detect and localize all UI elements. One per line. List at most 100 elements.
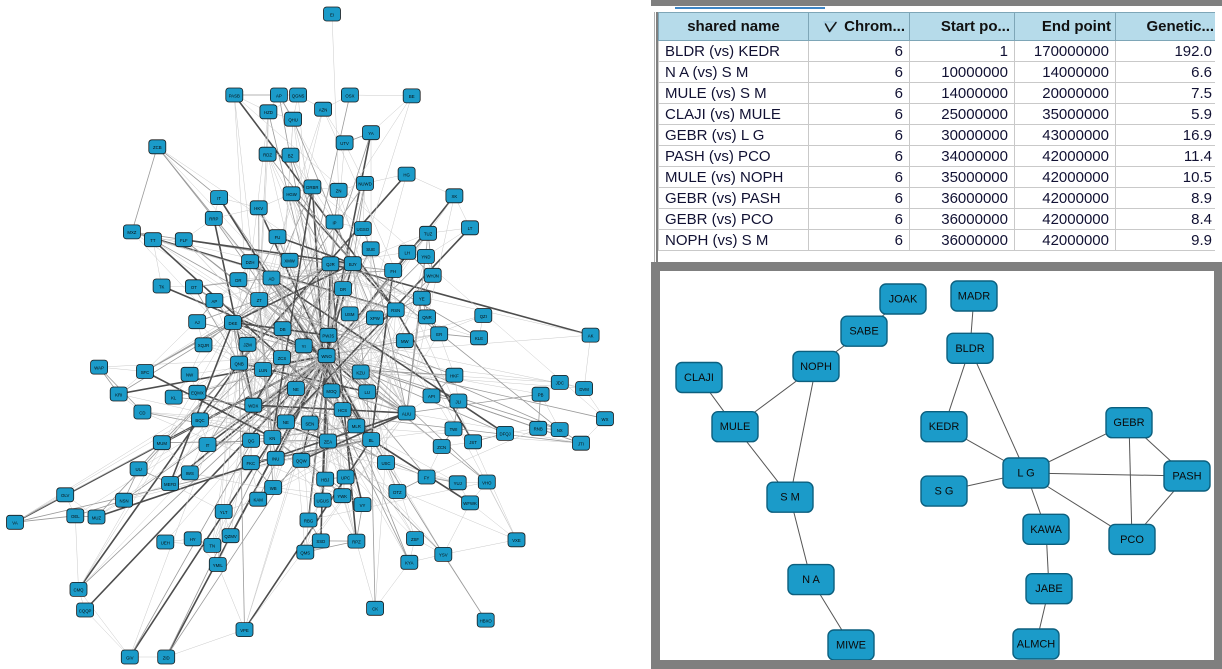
svg-text:TT: TT [150, 238, 156, 243]
svg-text:INU: INU [272, 457, 279, 462]
svg-text:WHJN: WHJN [426, 274, 438, 279]
svg-text:KYA: KYA [405, 561, 413, 566]
svg-text:TK: TK [159, 284, 165, 289]
svg-text:YWK: YWK [337, 494, 347, 499]
svg-text:AZN: AZN [319, 108, 328, 113]
svg-text:HKF: HKF [450, 374, 459, 379]
svg-text:L G: L G [1017, 468, 1034, 480]
svg-text:OEL: OEL [71, 514, 80, 519]
svg-text:BLDR: BLDR [955, 343, 984, 355]
svg-text:ZCS: ZCS [278, 356, 287, 361]
svg-text:IT: IT [206, 443, 210, 448]
svg-text:DFQJ: DFQJ [499, 432, 510, 437]
svg-text:XQJR: XQJR [198, 343, 209, 348]
svg-text:UU: UU [135, 467, 141, 472]
svg-text:ZN: ZN [336, 189, 342, 194]
svg-text:WAP: WAP [94, 365, 104, 370]
svg-text:CK: CK [372, 607, 378, 612]
svg-text:AK: AK [588, 333, 594, 338]
svg-text:MLR: MLR [352, 424, 361, 429]
svg-text:AD: AD [269, 276, 275, 281]
svg-text:DTZ: DTZ [393, 490, 402, 495]
svg-text:RNB: RNB [534, 427, 543, 432]
svg-text:RBG: RBG [304, 518, 314, 523]
svg-text:VHO: VHO [482, 480, 492, 485]
svg-text:HGW: HGW [286, 192, 297, 197]
svg-text:NE: NE [283, 420, 289, 425]
svg-text:FU: FU [275, 235, 281, 240]
svg-text:WB: WB [270, 486, 277, 491]
svg-text:YI: YI [302, 344, 306, 349]
svg-text:DRBR: DRBR [306, 185, 318, 190]
svg-text:QJR: QJR [326, 262, 335, 267]
svg-text:SEN: SEN [305, 421, 314, 426]
svg-text:LU: LU [364, 390, 370, 395]
svg-text:JTI: JTI [578, 442, 584, 447]
svg-text:IT: IT [217, 196, 221, 201]
svg-text:MEFD: MEFD [164, 482, 176, 487]
svg-text:HBJ: HBJ [321, 477, 329, 482]
svg-text:ZCB: ZCB [153, 145, 162, 150]
svg-text:RSN: RSN [391, 308, 400, 313]
svg-text:USM: USM [345, 312, 355, 317]
svg-text:YND: YND [421, 255, 430, 260]
svg-text:HBXO: HBXO [480, 618, 493, 623]
svg-text:KEDR: KEDR [929, 421, 960, 433]
svg-text:ZCN: ZCN [437, 445, 446, 450]
svg-text:DR: DR [235, 278, 241, 283]
svg-text:BE: BE [409, 94, 415, 99]
svg-text:ALMCH: ALMCH [1017, 639, 1056, 651]
svg-text:DR: DR [340, 287, 346, 292]
svg-text:MUZ: MUZ [92, 515, 102, 520]
svg-text:ZSF: ZSF [411, 537, 419, 542]
svg-text:QZI: QZI [480, 314, 487, 319]
svg-text:MIWE: MIWE [836, 640, 866, 652]
svg-text:QMS: QMS [300, 550, 310, 555]
svg-text:UEH: UEH [161, 540, 170, 545]
svg-text:DB: DB [280, 327, 286, 332]
svg-text:S G: S G [935, 486, 954, 498]
svg-text:SSD: SSD [316, 539, 325, 544]
svg-text:VPE: VPE [240, 628, 249, 633]
svg-text:SABE: SABE [849, 326, 878, 338]
svg-text:KAWA: KAWA [1030, 524, 1062, 536]
svg-text:VXE: VXE [512, 538, 521, 543]
svg-text:UPC: UPC [341, 475, 350, 480]
svg-text:HZD: HZD [264, 110, 273, 115]
svg-text:KRI: KRI [115, 392, 122, 397]
svg-text:IP: IP [332, 220, 336, 225]
svg-text:YMIL: YMIL [213, 563, 224, 568]
svg-text:KZU: KZU [356, 370, 365, 375]
svg-text:JDC: JDC [556, 381, 564, 386]
svg-text:BL: BL [369, 438, 375, 443]
svg-text:QNB: QNB [234, 361, 243, 366]
svg-text:ALIU: ALIU [402, 411, 412, 416]
svg-text:NSN: NSN [120, 499, 129, 504]
svg-text:ZID: ZID [163, 655, 170, 660]
svg-text:PB: PB [538, 393, 544, 398]
svg-text:YSV: YSV [439, 553, 448, 558]
svg-text:PWJS: PWJS [322, 334, 334, 339]
svg-text:MXZ: MXZ [127, 230, 136, 235]
svg-text:CMQ: CMQ [73, 588, 84, 593]
svg-text:TN: TN [209, 544, 215, 549]
svg-text:SUE: SUE [366, 247, 375, 252]
svg-text:CLAJI: CLAJI [684, 372, 714, 384]
svg-text:RDZ: RDZ [263, 153, 272, 158]
svg-text:RRP: RRP [209, 217, 218, 222]
svg-text:NW: NW [186, 373, 194, 378]
svg-text:EI: EI [330, 12, 334, 17]
svg-text:GIV: GIV [126, 655, 134, 660]
svg-text:YA: YA [368, 131, 374, 136]
svg-text:TUZ: TUZ [424, 232, 433, 237]
svg-text:YLT: YLT [220, 510, 228, 515]
svg-text:ZT: ZT [257, 298, 263, 303]
svg-text:MADR: MADR [958, 291, 990, 303]
svg-text:TWI: TWI [450, 427, 458, 432]
svg-text:XMW: XMW [284, 259, 295, 264]
svg-text:SFC: SFC [141, 370, 150, 375]
svg-text:AP: AP [276, 93, 282, 98]
svg-text:WDX: WDX [248, 404, 258, 409]
svg-text:KAM: KAM [254, 498, 264, 503]
svg-text:KLE: KLE [475, 336, 483, 341]
